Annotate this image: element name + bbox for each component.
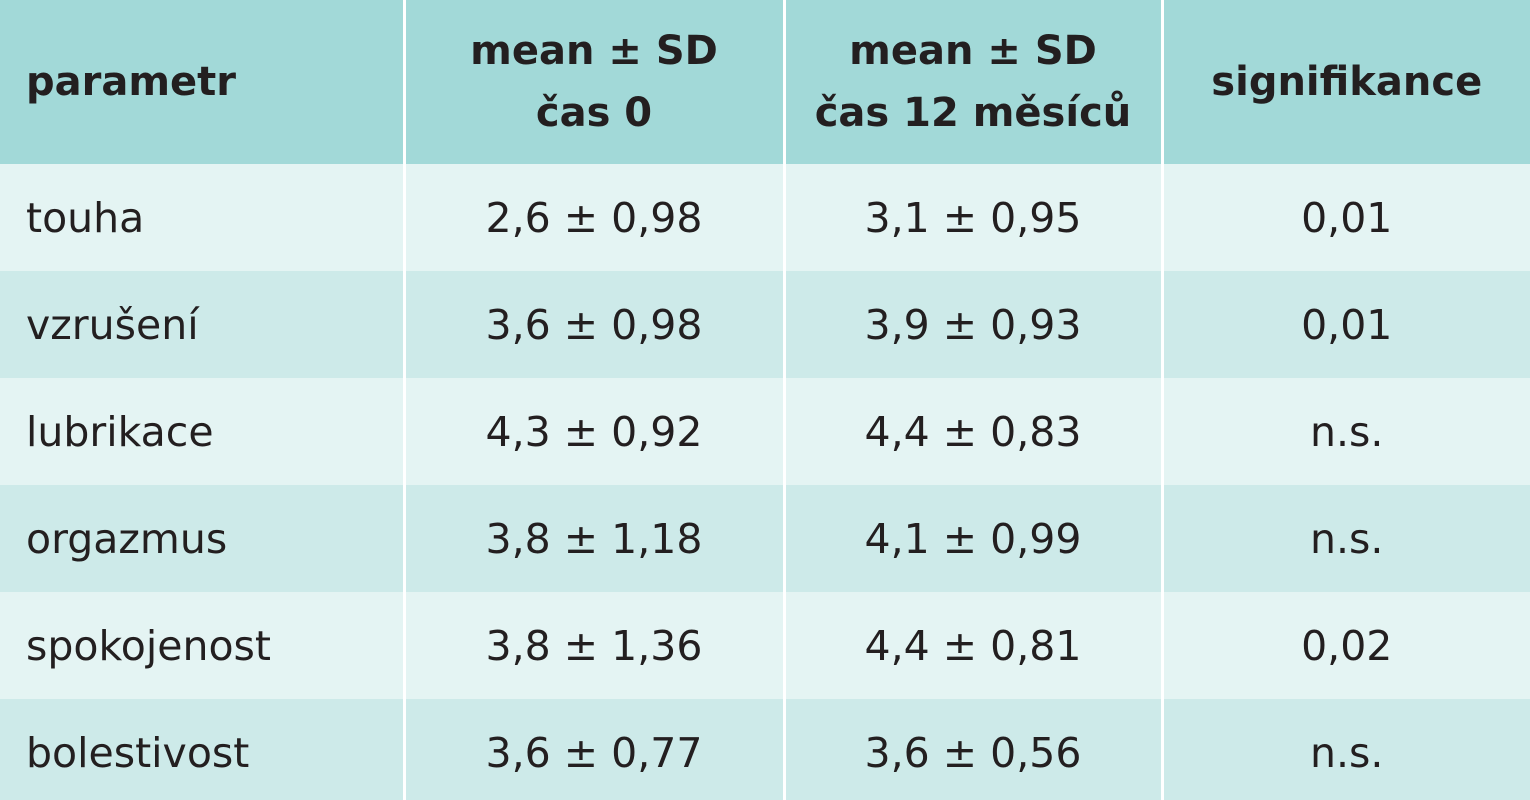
mean-time-0-cell: 3,6 ± 0,98 [404, 271, 786, 378]
header-line: mean ± SD [470, 28, 718, 74]
parameter-cell: vzrušení [0, 271, 406, 378]
mean-time-0-cell: 4,3 ± 0,92 [404, 378, 786, 485]
table-row: touha 2,6 ± 0,98 3,1 ± 0,95 0,01 [0, 164, 1530, 271]
header-line: parametr [26, 59, 236, 105]
mean-time-12-cell: 4,1 ± 0,99 [784, 485, 1164, 592]
mean-time-12-cell: 3,9 ± 0,93 [784, 271, 1164, 378]
significance-cell: 0,02 [1301, 621, 1393, 670]
table-row: spokojenost 3,8 ± 1,36 4,4 ± 0,81 0,02 [0, 592, 1530, 699]
header-mean-time-12-months: mean ± SD čas 12 měsíců [784, 0, 1164, 164]
mean-time-0-cell: 3,6 ± 0,77 [404, 699, 786, 800]
parameter-cell: bolestivost [0, 699, 406, 800]
mean-time-12-cell: 3,1 ± 0,95 [784, 164, 1164, 271]
mean-time-12-cell: 3,6 ± 0,56 [784, 699, 1164, 800]
parameter-cell: spokojenost [0, 592, 406, 699]
table-row: bolestivost 3,6 ± 0,77 3,6 ± 0,56 n.s. [0, 699, 1530, 800]
table-row: vzrušení 3,6 ± 0,98 3,9 ± 0,93 0,01 [0, 271, 1530, 378]
mean-time-12-cell: 4,4 ± 0,81 [784, 592, 1164, 699]
table-row: lubrikace 4,3 ± 0,92 4,4 ± 0,83 n.s. [0, 378, 1530, 485]
mean-time-0-cell: 2,6 ± 0,98 [404, 164, 786, 271]
significance-cell: 0,01 [1301, 193, 1393, 242]
significance-cell: n.s. [1310, 407, 1384, 456]
mean-time-0-cell: 3,8 ± 1,36 [404, 592, 786, 699]
table-row: orgazmus 3,8 ± 1,18 4,1 ± 0,99 n.s. [0, 485, 1530, 592]
significance-cell: 0,01 [1301, 300, 1393, 349]
header-line: signifikance [1211, 59, 1483, 105]
mean-time-0-cell: 3,8 ± 1,18 [404, 485, 786, 592]
header-row: parametr mean ± SD čas 0 mean ± SD čas 1… [0, 0, 1530, 164]
mean-time-12-cell: 4,4 ± 0,83 [784, 378, 1164, 485]
header-parametr: parametr [0, 0, 406, 164]
header-line: čas 0 [535, 90, 653, 136]
header-line: čas 12 měsíců [814, 90, 1132, 136]
significance-cell: n.s. [1310, 514, 1384, 563]
parameter-cell: touha [0, 164, 406, 271]
header-signifikance: signifikance [1162, 0, 1530, 164]
header-mean-time-0: mean ± SD čas 0 [404, 0, 786, 164]
parameter-cell: orgazmus [0, 485, 406, 592]
significance-cell: n.s. [1310, 728, 1384, 777]
parameter-cell: lubrikace [0, 378, 406, 485]
header-line: mean ± SD [849, 28, 1097, 74]
